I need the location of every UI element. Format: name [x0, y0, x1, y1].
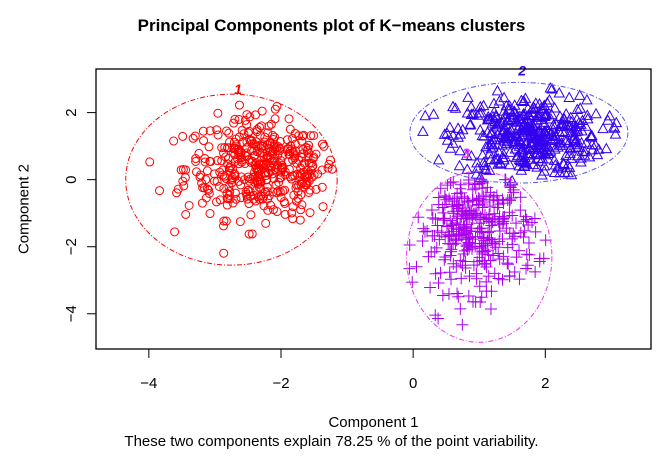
chart-subtitle: These two components explain 78.25 % of …: [124, 433, 539, 450]
x-axis-label: Component 1: [328, 414, 419, 431]
x-tick-label: −4: [140, 375, 157, 392]
x-tick-label: 2: [541, 375, 549, 392]
cluster-ellipses: [125, 81, 629, 343]
cluster-2-points: [417, 82, 623, 186]
cluster-1-ellipse: [125, 93, 338, 266]
y-tick-label: −4: [63, 305, 80, 322]
cluster-1-points: [145, 100, 337, 258]
cluster-3-ellipse: [406, 170, 553, 343]
y-tick-label: 2: [63, 108, 80, 116]
x-tick-label: 0: [409, 375, 417, 392]
chart-title: Principal Components plot of K−means clu…: [137, 16, 526, 35]
cluster-2-label: 2: [517, 63, 526, 79]
y-tick-label: 0: [63, 175, 80, 183]
x-tick-label: −2: [272, 375, 289, 392]
cluster-1-label: 1: [234, 81, 242, 97]
cluster-3-points: [403, 173, 552, 331]
cluster-labels: 1 2 3: [234, 63, 526, 161]
plot-frame: [95, 68, 652, 350]
cluster-3-label: 3: [462, 145, 470, 161]
y-tick-label: −2: [63, 238, 80, 255]
cluster-2-ellipse: [409, 81, 629, 184]
axes: −4 −2 0 2 −4 −2 0 2: [63, 68, 652, 392]
data-points: [145, 82, 623, 331]
